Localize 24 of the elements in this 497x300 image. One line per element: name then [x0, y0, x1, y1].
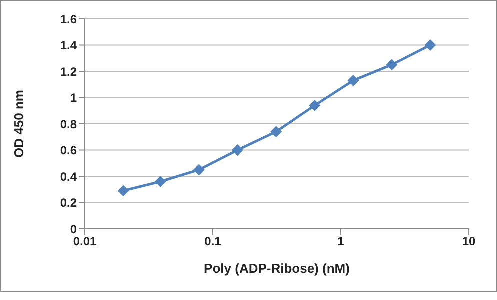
point [155, 176, 166, 188]
y-axis-title: OD 450 nm [12, 90, 27, 158]
y-tick-label: 0 [70, 222, 78, 236]
point [118, 185, 130, 196]
y-tick-label: 0.4 [60, 170, 78, 184]
point [232, 144, 244, 156]
point [386, 59, 398, 70]
x-tick-label: 0.1 [204, 234, 222, 249]
point [270, 126, 282, 138]
point [309, 100, 320, 112]
x-tick-label: 0.01 [73, 234, 97, 249]
y-tick-label: 0.8 [60, 117, 78, 132]
y-tick-label: 1 [70, 91, 78, 106]
y-tick-label: 0.2 [60, 196, 78, 210]
y-tick-label: 1.6 [60, 12, 78, 26]
y-tick-label: 1.2 [60, 64, 78, 79]
x-tick-label: 1 [338, 234, 345, 249]
point [194, 164, 205, 176]
y-tick-label: 1.4 [60, 38, 78, 53]
point [348, 75, 359, 86]
point [424, 40, 436, 51]
x-axis-title: Poly (ADP-Ribose) (nM) [204, 261, 350, 276]
y-tick-label: 0.6 [60, 144, 78, 158]
x-tick-label: 10 [462, 234, 476, 249]
